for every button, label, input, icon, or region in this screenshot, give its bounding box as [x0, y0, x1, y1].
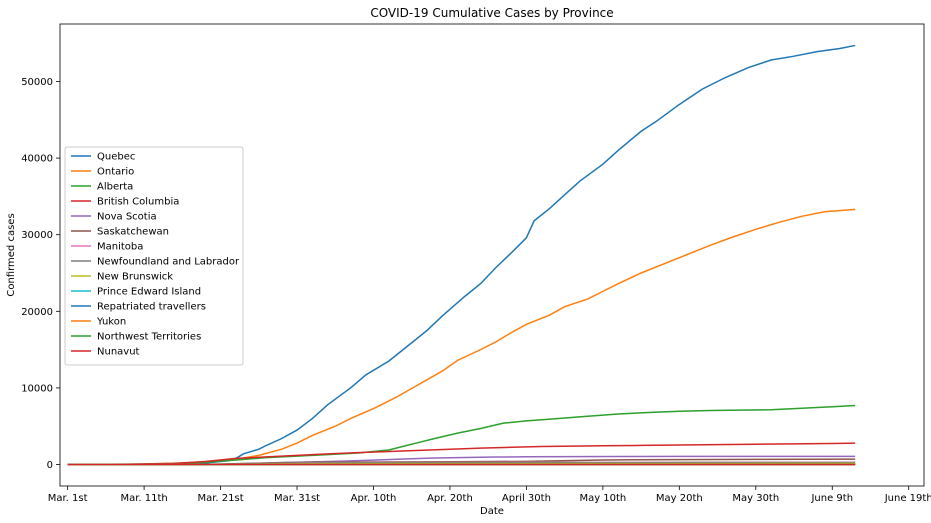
- legend-entry: Quebec: [97, 152, 135, 163]
- y-tick-label: 50000: [21, 77, 53, 88]
- series-line-1: [67, 208, 856, 466]
- legend: Quebec Ontario Alberta British Columbia Nova…: [64, 146, 244, 366]
- y-tick-label: 10000: [21, 383, 53, 394]
- legend-entry: Nova Scotia: [97, 212, 157, 223]
- legend-entry: New Brunswick: [97, 272, 173, 283]
- x-tick-label: May 30th: [732, 493, 779, 504]
- x-tick-label: Apr. 20th: [427, 493, 473, 504]
- legend-entry: Ontario: [97, 167, 134, 178]
- y-tick-label: 40000: [21, 154, 53, 165]
- y-axis-title: Confirmed cases: [6, 213, 17, 296]
- x-tick-label: June 19th: [884, 493, 931, 504]
- x-tick-label: April 30th: [502, 493, 551, 504]
- chart-title: COVID-19 Cumulative Cases by Province: [370, 6, 613, 20]
- legend-entry: Alberta: [97, 182, 133, 193]
- y-tick-label: 30000: [21, 230, 53, 241]
- x-tick-label: June 9th: [810, 493, 853, 504]
- x-tick-label: May 20th: [656, 493, 703, 504]
- legend-entry: Nunavut: [97, 347, 140, 358]
- y-tick-label: 20000: [21, 307, 53, 318]
- plot-frame: [59, 23, 925, 487]
- x-tick-label: May 10th: [579, 493, 626, 504]
- legend-entry: Prince Edward Island: [97, 287, 201, 298]
- legend-entry: Northwest Territories: [97, 332, 201, 343]
- x-tick-label: Mar. 21st: [197, 493, 243, 504]
- legend-entry: British Columbia: [97, 197, 179, 208]
- x-tick-label: Mar. 1st: [48, 493, 88, 504]
- x-tick-label: Mar. 31st: [274, 493, 320, 504]
- legend-entry: Saskatchewan: [97, 227, 169, 238]
- series-line-0: [67, 44, 856, 466]
- series-line-2: [67, 404, 856, 466]
- legend-entry: Newfoundland and Labrador: [97, 257, 240, 268]
- series-lines: [67, 44, 856, 466]
- legend-box: [64, 146, 244, 366]
- series-line-3: [67, 442, 856, 466]
- x-tick-label: Mar. 11th: [120, 493, 167, 504]
- legend-entry: Manitoba: [97, 242, 143, 253]
- x-tick-label: Apr. 10th: [351, 493, 397, 504]
- x-axis-title: Date: [480, 506, 504, 517]
- x-axis: Mar. 1st Mar. 11th Mar. 21st Mar. 31st Apr. …: [48, 486, 931, 504]
- y-axis: 0 10000 20000 30000 40000 50000: [21, 77, 60, 471]
- y-tick-label: 0: [47, 460, 53, 471]
- legend-entry: Yukon: [96, 317, 126, 328]
- legend-entry: Repatriated travellers: [97, 302, 206, 313]
